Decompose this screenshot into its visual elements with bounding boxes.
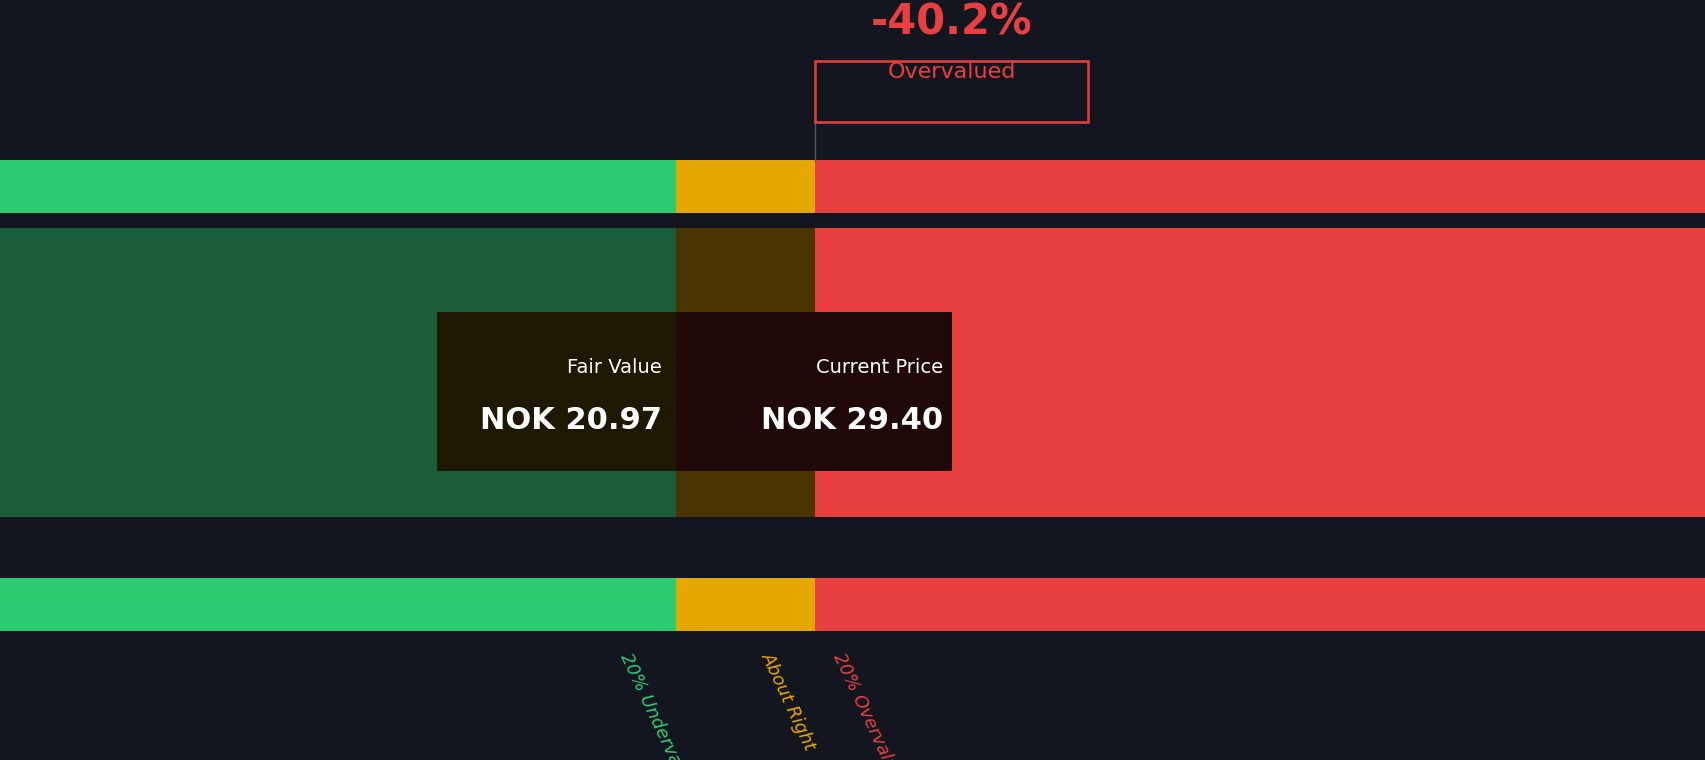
Bar	[436, 312, 675, 471]
Bar	[675, 312, 951, 471]
Bar	[675, 228, 815, 517]
Bar	[815, 578, 1705, 631]
Bar	[675, 160, 815, 213]
Bar	[675, 578, 815, 631]
Bar	[815, 228, 1705, 517]
Text: -40.2%: -40.2%	[871, 2, 1032, 44]
Text: Overvalued: Overvalued	[887, 62, 1016, 82]
Bar	[0, 228, 675, 517]
Text: 20% Overvalued: 20% Overvalued	[829, 650, 909, 760]
Bar	[0, 578, 675, 631]
Text: Fair Value: Fair Value	[566, 358, 662, 377]
Text: NOK 29.40: NOK 29.40	[760, 406, 943, 435]
Bar	[815, 160, 1705, 213]
Text: 20% Undervalued: 20% Undervalued	[616, 650, 701, 760]
Bar	[815, 61, 1088, 122]
Text: About Right: About Right	[757, 650, 818, 754]
Text: Current Price: Current Price	[815, 358, 943, 377]
Text: NOK 20.97: NOK 20.97	[479, 406, 662, 435]
Bar	[0, 160, 675, 213]
